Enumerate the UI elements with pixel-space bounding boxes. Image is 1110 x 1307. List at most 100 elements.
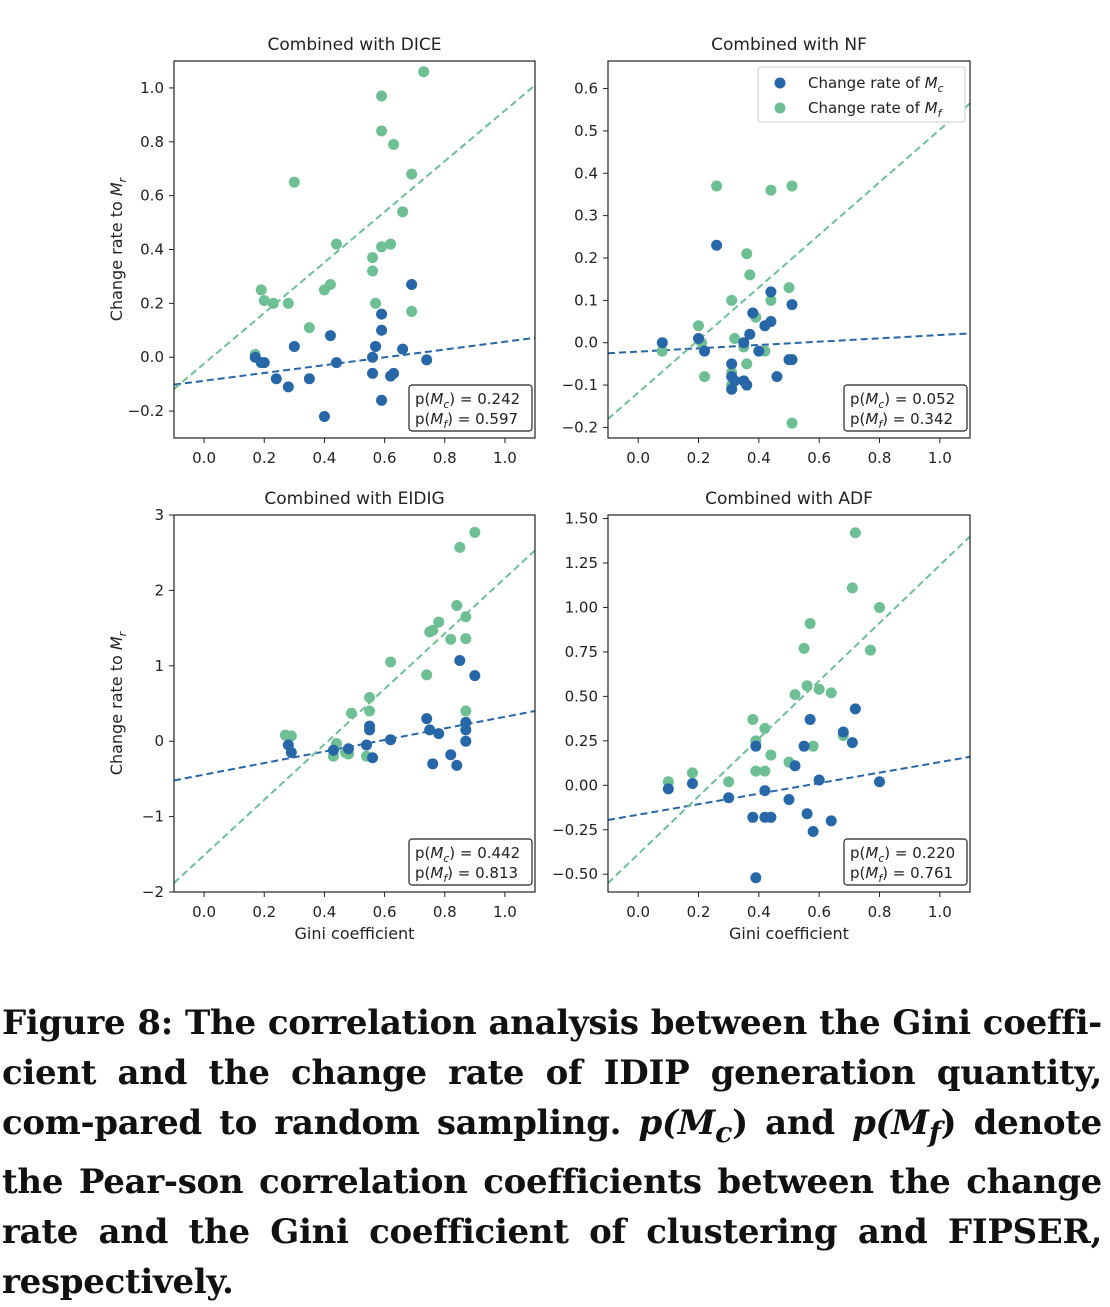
point-mc [738,337,750,349]
point-mc [282,381,294,393]
trend-line-mc [608,332,970,355]
point-mc [765,316,777,328]
point-mc [699,345,711,357]
x-tick-label: 0.4 [747,903,771,921]
x-tick-label: 0.2 [252,449,276,467]
point-mf [741,358,753,370]
caption-lead: Figure 8: The correlation analysis betwe… [2,1003,1102,1143]
point-mc [750,740,762,752]
point-mf [469,526,481,538]
point-mc [424,724,436,736]
point-mf [460,611,472,623]
point-mc [686,778,698,790]
point-mc [801,808,813,820]
point-mf [759,722,771,734]
point-mf [804,617,816,629]
x-tick-label: 0.8 [433,449,457,467]
point-mf [741,248,753,260]
y-tick-label: 3 [154,506,164,524]
y-tick-label: 1.0 [140,79,164,97]
x-tick-label: 0.6 [807,903,831,921]
point-mc [427,758,439,770]
x-tick-label: 0.0 [192,903,216,921]
annotation-box [843,384,968,432]
x-tick-label: 0.6 [807,449,831,467]
y-tick-label: 0.6 [140,187,164,205]
x-tick-label: 0.0 [626,903,650,921]
point-mc [786,354,798,366]
point-mc [376,308,388,320]
point-mf [258,295,270,307]
y-tick-label: 0 [154,732,164,750]
subplot-2: Combined with NF 0.0 0.2 0.4 0.6 0.8 1.0 −0.2 −0… [562,35,971,467]
point-mc [460,724,472,736]
point-mc [460,716,472,728]
point-mf [786,180,798,192]
caption-pc: p(M [638,1103,716,1143]
point-mf [726,294,738,306]
point-mf [765,184,777,196]
point-mf [406,168,418,180]
point-mc [771,371,783,383]
point-mc [837,726,849,738]
data-layer [608,527,970,884]
point-mf [364,691,376,703]
point-mf [367,252,379,264]
y-axis-label: Change rate to Mr [107,176,129,321]
point-mc [421,713,433,725]
annotation-pc: p(Mc) = 0.052 [850,390,955,411]
point-mc [445,749,457,761]
point-mc [469,670,481,682]
point-mc [258,357,270,369]
point-mc [330,357,342,369]
x-tick-label: 0.6 [373,903,397,921]
point-mf [786,417,798,429]
subplot-4: Combined with ADF 0.0 0.2 0.4 0.6 0.8 1.0 −0.50… [552,489,971,943]
y-tick-label: 0.50 [565,687,598,705]
trend-line-mc [174,336,535,386]
y-tick-label: 0.8 [140,133,164,151]
point-mc [288,340,300,352]
point-mf [783,282,795,294]
y-tick-label: 0.4 [574,164,598,182]
point-mc [385,734,397,746]
figure-canvas: Combined with DICE 0.0 0.2 0.4 0.6 0.8 1.0 −0.2… [107,35,971,943]
point-mc [783,794,795,806]
subplot-title: Combined with NF [711,35,867,55]
axes-frame [607,60,971,439]
point-mc [711,239,723,251]
subplot-title: Combined with EIDIG [264,489,444,509]
y-tick-label: −0.2 [128,402,164,420]
point-mf [765,294,777,306]
y-tick-label: 0.75 [565,643,598,661]
point-mf [303,322,315,334]
point-mf [693,320,704,332]
x-tick-label: 0.4 [747,449,771,467]
point-mf [330,238,342,250]
point-mc [765,286,777,298]
y-tick-label: −1 [142,808,164,826]
y-tick-label: −0.2 [562,418,598,436]
annotation-pc: p(Mc) = 0.442 [415,844,520,865]
annotation-pf: p(Mf) = 0.597 [415,410,518,431]
y-tick-label: 0.3 [574,207,598,225]
axes-frame [173,514,536,893]
point-mc [364,724,376,736]
point-mc [270,373,282,385]
trend-line-mf [174,84,535,390]
y-tick-label: −0.50 [552,865,598,883]
point-mc [342,743,354,755]
point-mf [807,740,819,752]
x-tick-label: 1.0 [493,449,517,467]
caption-pf-sub: f [928,1114,941,1149]
point-mc [807,826,819,838]
point-mc [693,332,704,344]
y-tick-label: 0.1 [574,291,598,309]
point-mf [427,624,439,636]
point-mc [361,739,373,751]
point-mc [846,737,858,749]
point-mc [454,655,466,667]
point-mf [285,730,297,742]
x-tick-label: 1.0 [493,903,517,921]
annotation-pc: p(Mc) = 0.220 [850,844,955,865]
